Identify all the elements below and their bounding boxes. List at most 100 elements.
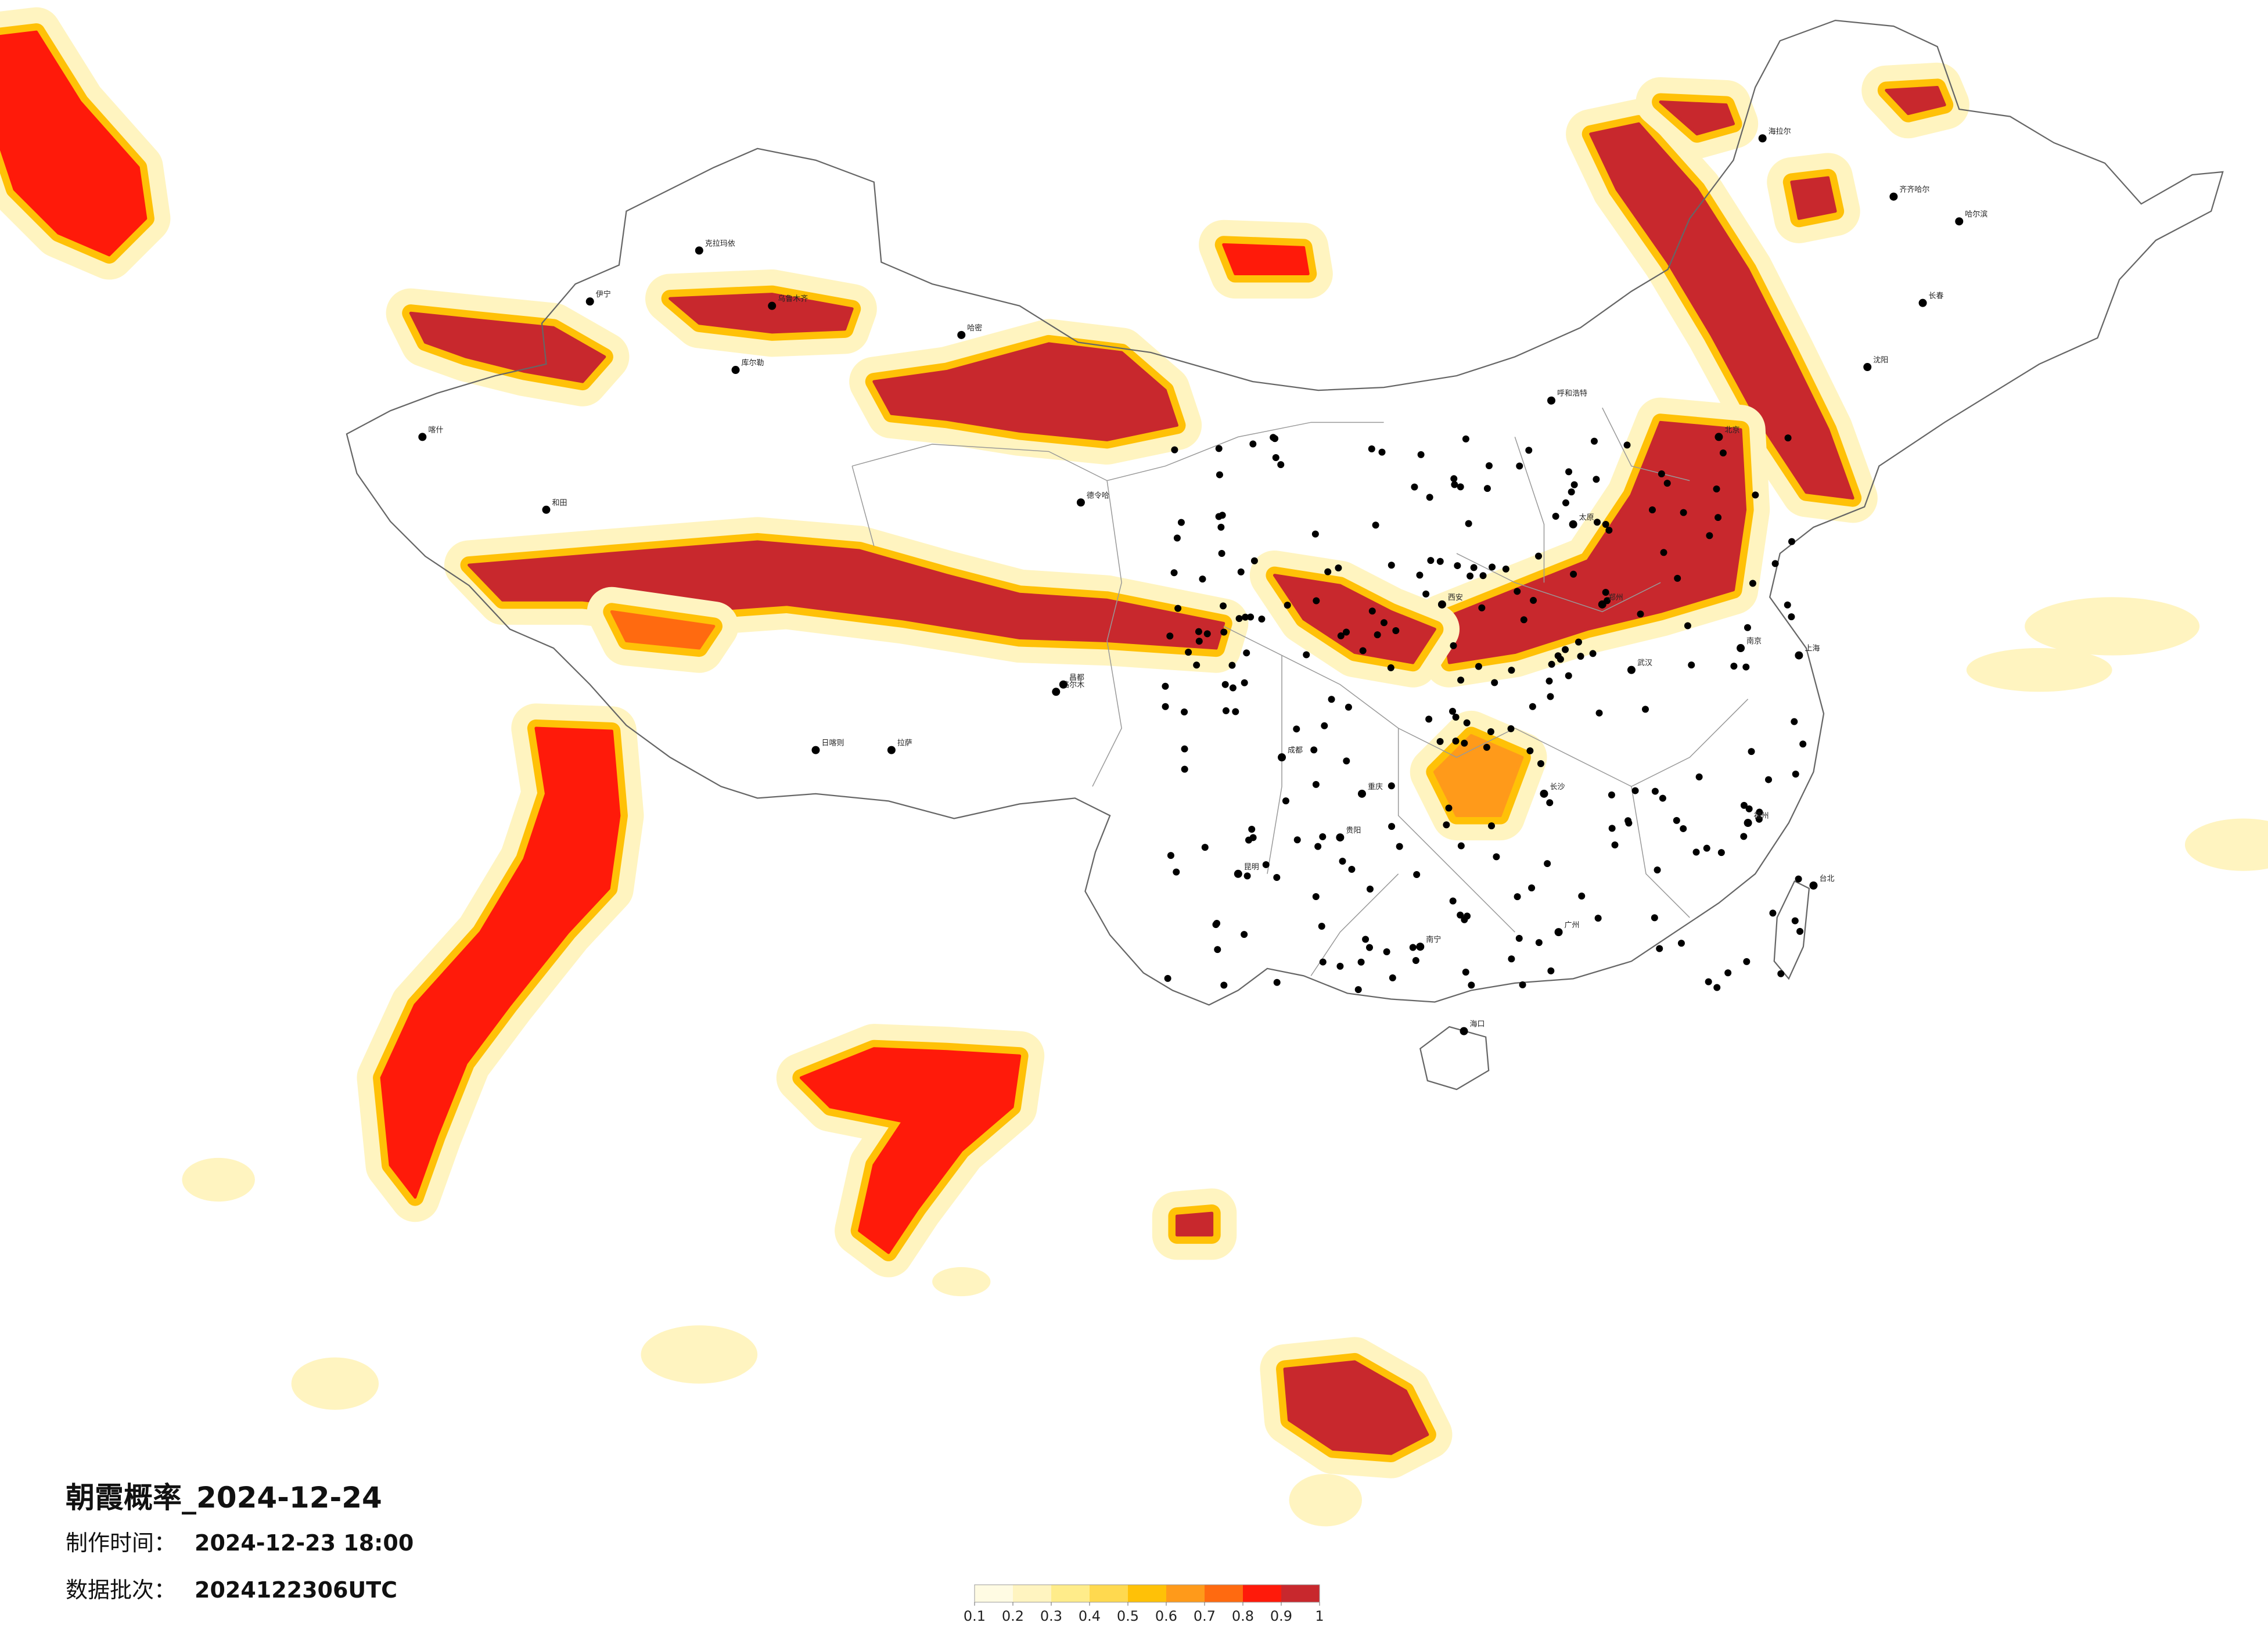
city-dot — [418, 433, 427, 441]
city-dot — [1663, 480, 1671, 487]
city-dot — [1719, 449, 1727, 456]
city-dot — [1703, 844, 1710, 852]
city-dot — [1777, 970, 1785, 977]
city-dot — [1918, 298, 1927, 307]
city-dot — [1611, 841, 1619, 849]
city-dot — [1052, 688, 1061, 696]
city-dot — [1737, 644, 1745, 653]
city-dot — [1174, 605, 1182, 612]
city-dot — [1409, 944, 1417, 951]
city-dot — [1514, 588, 1521, 595]
city-label: 和田 — [552, 499, 567, 508]
city-dot — [1214, 946, 1221, 954]
city-dot — [1809, 881, 1818, 890]
city-dot — [1742, 663, 1750, 671]
city-dot — [1250, 557, 1258, 564]
city-dot — [1520, 616, 1527, 624]
probability-core — [1175, 1211, 1214, 1237]
city-label: 德令哈 — [1087, 491, 1109, 500]
city-dot — [1249, 834, 1257, 841]
city-dot — [1554, 652, 1562, 660]
city-dot — [1519, 981, 1526, 988]
city-dot — [1470, 564, 1478, 571]
city-dot — [1450, 642, 1457, 649]
city-dot — [1568, 488, 1575, 496]
city-dot — [1222, 707, 1230, 714]
city-dot — [1076, 498, 1085, 507]
city-dot — [1677, 940, 1685, 947]
city-label: 成都 — [1288, 746, 1303, 755]
probability-light — [1966, 648, 2112, 692]
city-dot — [1771, 560, 1779, 567]
city-label: 南宁 — [1426, 935, 1441, 944]
city-dot — [1724, 969, 1732, 977]
city-dot — [1788, 613, 1795, 621]
city-dot — [1339, 858, 1346, 865]
city-dot — [1243, 649, 1250, 657]
city-dot — [1608, 791, 1615, 798]
city-dot — [1530, 596, 1537, 604]
city-dot — [1162, 682, 1169, 690]
city-dot — [1272, 454, 1279, 462]
city-dot — [1195, 638, 1203, 645]
city-dot — [1464, 912, 1471, 920]
city-dot — [1241, 679, 1248, 686]
probability-light — [2185, 818, 2268, 871]
probability-core — [668, 293, 854, 334]
city-label: 克拉玛依 — [705, 239, 735, 248]
city-dot — [1955, 217, 1964, 226]
city-dot — [1715, 514, 1722, 521]
city-dot — [1181, 765, 1188, 773]
city-dot — [1228, 661, 1236, 669]
city-dot — [1654, 866, 1661, 874]
probability-light — [641, 1325, 758, 1384]
city-label: 太原 — [1579, 513, 1594, 522]
city-dot — [1605, 527, 1613, 534]
city-dot — [1271, 435, 1279, 443]
colorbar-tick-label: 0.5 — [1117, 1608, 1139, 1624]
city-dot — [1493, 853, 1500, 861]
city-dot — [1416, 571, 1424, 579]
city-dot — [1546, 799, 1554, 807]
city-dot — [1758, 134, 1767, 143]
city-dot — [1570, 570, 1577, 578]
city-dot — [1374, 631, 1381, 639]
city-dot — [1595, 709, 1603, 717]
probability-core — [1433, 734, 1524, 817]
city-dot — [1167, 852, 1174, 859]
city-dot — [1755, 815, 1763, 823]
city-dot — [1328, 696, 1335, 703]
city-dot — [1324, 568, 1332, 575]
city-dot — [1457, 677, 1465, 684]
colorbar-swatch — [1051, 1585, 1090, 1602]
city-dot — [1792, 770, 1799, 778]
city-dot — [1575, 638, 1582, 646]
city-dot — [1303, 651, 1310, 659]
city-dot — [1488, 822, 1496, 830]
city-dot — [957, 330, 966, 339]
city-label: 海拉尔 — [1769, 127, 1791, 136]
city-dot — [887, 746, 896, 754]
probability-core — [409, 311, 606, 383]
city-dot — [1319, 958, 1327, 966]
city-dot — [1417, 451, 1425, 458]
city-label: 台北 — [1819, 875, 1834, 883]
city-dot — [1537, 760, 1544, 767]
city-dot — [1203, 630, 1211, 638]
city-label: 海口 — [1470, 1020, 1485, 1029]
city-dot — [1475, 663, 1482, 670]
city-label: 上海 — [1805, 645, 1820, 653]
city-dot — [1284, 602, 1291, 609]
city-dot — [1462, 435, 1469, 443]
city-dot — [1059, 680, 1067, 689]
colorbar-swatch — [1281, 1585, 1320, 1602]
city-dot — [1177, 519, 1185, 526]
city-dot — [1507, 725, 1515, 732]
colorbar-tick-label: 0.1 — [964, 1608, 986, 1624]
city-dot — [1748, 748, 1755, 756]
city-dot — [1366, 944, 1374, 951]
city-dot — [1547, 693, 1554, 700]
city-dot — [1422, 590, 1430, 598]
